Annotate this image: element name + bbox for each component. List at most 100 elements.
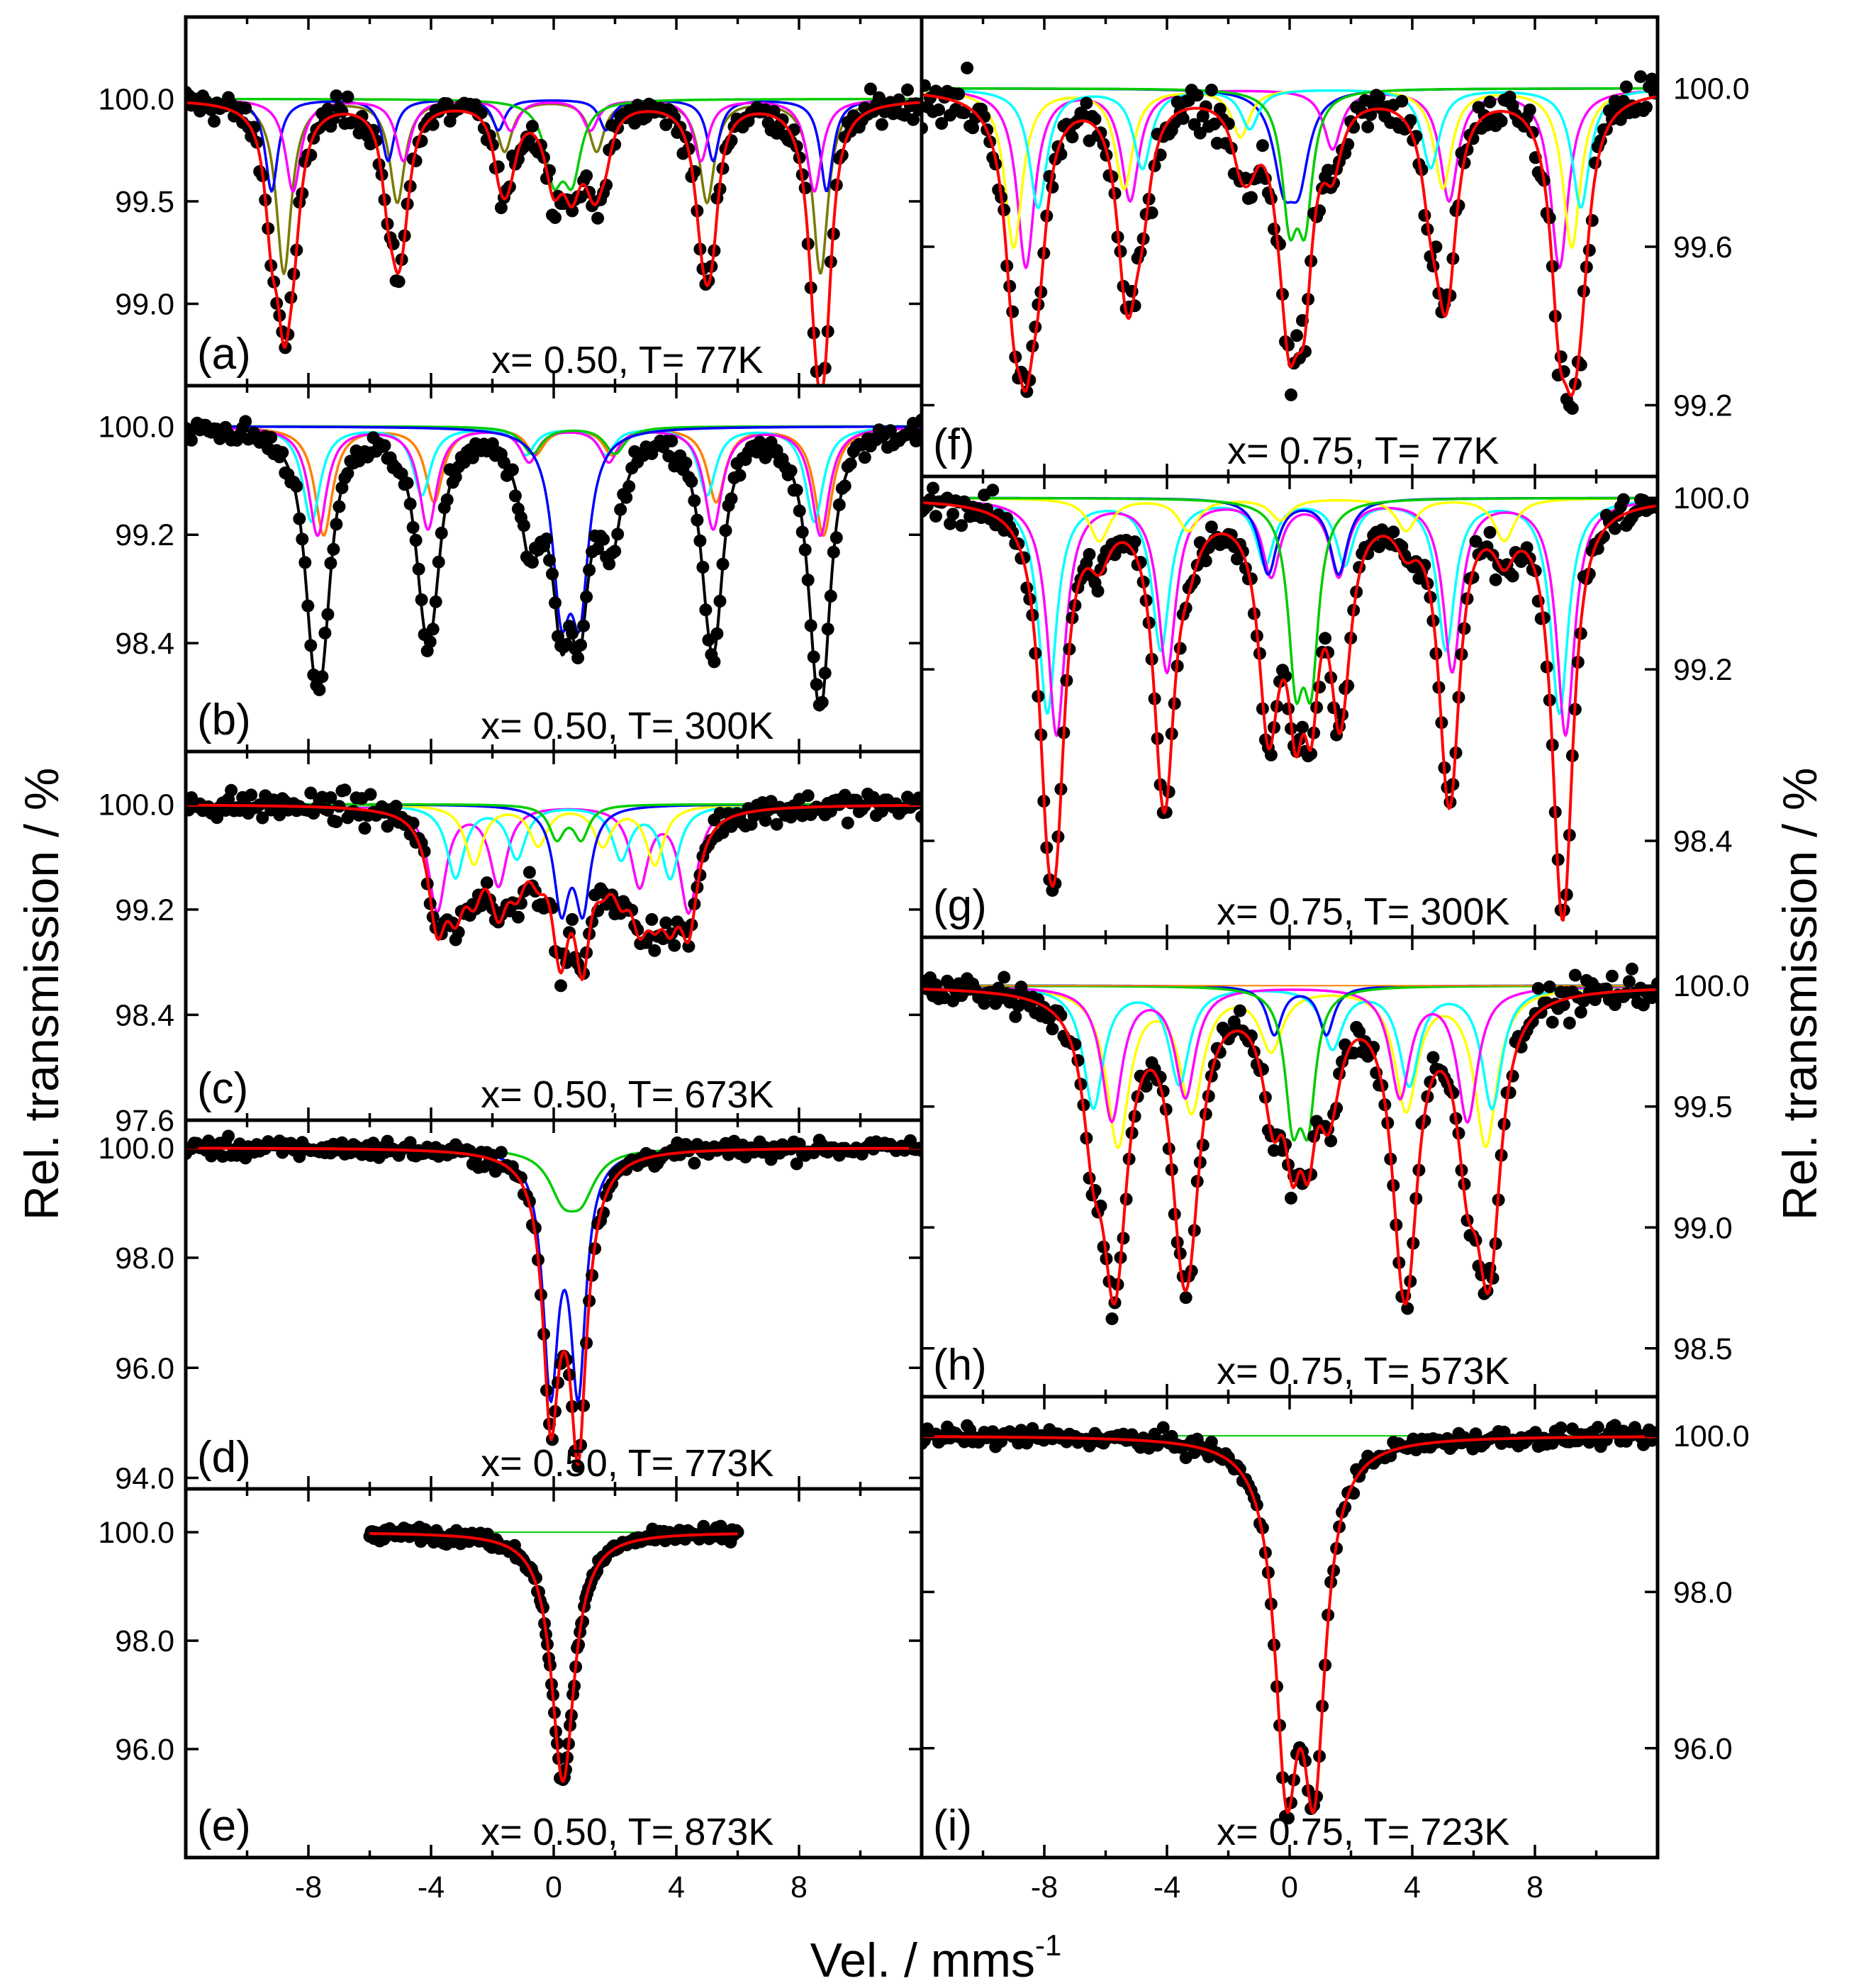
component-curve-i-0: [922, 1435, 1658, 1814]
data-point: [1205, 1435, 1218, 1448]
data-point: [403, 1136, 417, 1149]
panel-e: 100.0 98.0 96.0 (e) x= 0.50, T= 873K: [98, 1487, 924, 1860]
condition-label-e: x= 0.50, T= 873K: [481, 1811, 773, 1853]
y-tick-label-a: 100.0: [98, 83, 174, 117]
condition-label-f: x= 0.75, T= 77K: [1227, 430, 1499, 472]
panel-b: 100.0 99.2 98.4 (b) x= 0.50, T= 300K: [98, 384, 924, 754]
data-point: [571, 1460, 585, 1473]
data-point: [1543, 980, 1556, 993]
panel-label-b: (b): [197, 696, 251, 744]
data-point: [1625, 962, 1638, 976]
y-tick-label-e: 100.0: [98, 1516, 174, 1550]
data-points-e: [363, 1519, 744, 1787]
condition-label-a: x= 0.50, T= 77K: [491, 339, 763, 381]
data-point: [381, 820, 394, 833]
panel-d: 100.0 98.0 96.0 94.0 (d) x= 0.50, T= 773K: [98, 1118, 924, 1495]
fit-envelope-d: [186, 1146, 922, 1466]
y-axis-title-left: Rel. transmission / %: [15, 768, 69, 1221]
data-point: [1285, 388, 1297, 401]
component-curve-a-3: [186, 97, 922, 191]
data-point: [1290, 329, 1303, 342]
data-point: [1387, 525, 1400, 539]
data-point: [1091, 584, 1105, 598]
plot-area-a: [186, 82, 922, 386]
data-point: [659, 916, 673, 929]
x-tick-label: -4: [1153, 1870, 1180, 1904]
data-point: [514, 1171, 527, 1184]
x-axis-title-superscript: -1: [1035, 1928, 1061, 1962]
plot-area-b: [186, 413, 922, 712]
fit-envelope-a: [186, 101, 922, 386]
data-point: [955, 519, 968, 532]
data-points-h: [922, 962, 1658, 1326]
data-point: [731, 1525, 744, 1539]
data-point: [1012, 999, 1025, 1012]
component-curve-g-2: [922, 496, 1658, 543]
data-point: [1495, 114, 1508, 128]
component-curve-g-4: [922, 496, 1658, 705]
plot-area-c: [186, 783, 922, 993]
y-tick-label-d: 98.0: [115, 1241, 174, 1275]
data-point: [256, 811, 269, 825]
y-tick-label-g: 100.0: [1673, 481, 1750, 515]
data-point: [1319, 632, 1332, 645]
data-point: [222, 1129, 235, 1143]
data-point: [1395, 94, 1409, 108]
data-point: [1046, 1022, 1059, 1036]
data-point: [1264, 748, 1278, 761]
data-point: [1483, 525, 1497, 539]
data-point: [1080, 96, 1093, 110]
data-point: [566, 204, 579, 218]
data-point: [1205, 520, 1218, 534]
condition-label-g: x= 0.75, T= 300K: [1217, 890, 1509, 933]
plot-area-g: [922, 481, 1658, 922]
data-point: [901, 83, 914, 96]
data-point: [239, 101, 252, 115]
data-point: [1546, 1015, 1559, 1029]
data-point: [986, 484, 1000, 497]
panel-label-c: (c): [197, 1064, 248, 1113]
x-tick-label: 0: [1281, 1870, 1298, 1904]
x-tick-label: -8: [1031, 1870, 1058, 1904]
component-curve-a-1: [186, 98, 922, 193]
data-point: [864, 82, 877, 96]
component-curve-g-1: [922, 498, 1658, 737]
data-point: [304, 786, 318, 800]
data-point: [1585, 214, 1599, 227]
data-point: [324, 791, 337, 804]
data-point: [927, 481, 939, 495]
data-point: [1546, 1436, 1559, 1450]
component-curve-b-1: [186, 425, 922, 523]
data-point: [1574, 1005, 1587, 1019]
data-point: [1608, 522, 1621, 535]
data-point: [1568, 968, 1582, 982]
panel-label-d: (d): [197, 1433, 251, 1482]
y-tick-label-i: 96.0: [1673, 1732, 1733, 1766]
data-point: [1244, 191, 1258, 204]
data-point: [1605, 969, 1619, 983]
data-point: [1256, 139, 1269, 152]
panel-label-e: (e): [197, 1802, 251, 1850]
data-point: [665, 435, 678, 447]
panel-label-i: (i): [933, 1802, 972, 1850]
data-point: [790, 1157, 803, 1171]
data-point: [1009, 1010, 1022, 1023]
data-points-i: [922, 1419, 1658, 1825]
y-tick-label-b: 100.0: [98, 410, 174, 444]
data-point: [1282, 1811, 1295, 1825]
panel-frame-e: [184, 1487, 924, 1860]
data-point: [1616, 493, 1630, 506]
data-point: [1156, 1421, 1170, 1434]
data-point: [341, 90, 354, 104]
data-point: [566, 912, 579, 926]
data-point: [1176, 112, 1190, 125]
data-point: [1268, 223, 1280, 236]
data-point: [1367, 1041, 1380, 1054]
y-tick-label-f: 99.6: [1673, 230, 1733, 264]
data-point: [998, 971, 1011, 984]
data-point: [211, 811, 224, 825]
data-point: [932, 103, 945, 116]
data-point: [554, 979, 567, 993]
data-point: [688, 165, 701, 178]
